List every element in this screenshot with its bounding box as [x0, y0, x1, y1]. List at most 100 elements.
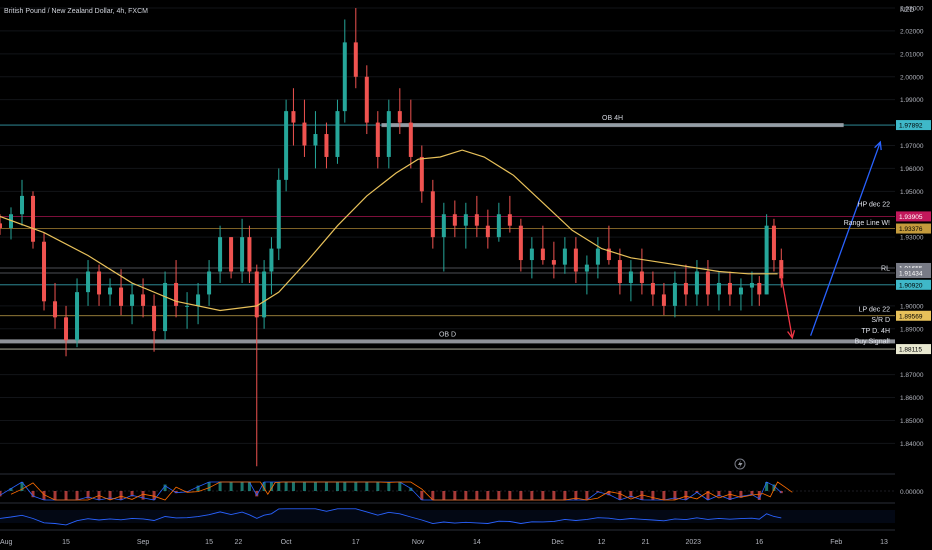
candle-body: [313, 134, 318, 146]
candle-body: [716, 282, 721, 295]
histogram-bar: [757, 491, 761, 500]
histogram-bar: [284, 482, 288, 491]
candle-body: [0, 223, 2, 228]
histogram-bar: [335, 482, 339, 491]
candle-body: [64, 317, 69, 341]
histogram-bar: [431, 491, 435, 500]
price-label: 1.97892: [899, 123, 923, 130]
level-labels: 1.978921.939051.933761.916551.914341.909…: [844, 120, 931, 355]
candle-body: [119, 287, 124, 306]
histogram-bar: [486, 491, 490, 500]
histogram-bar: [376, 482, 380, 491]
arrow-shaft: [780, 275, 793, 339]
histogram-bar: [64, 491, 68, 500]
candle-body: [196, 294, 201, 306]
histogram-bar: [313, 482, 317, 491]
histogram-bar: [277, 482, 281, 491]
candle-body: [247, 237, 252, 272]
projection-arrows: [780, 140, 882, 340]
price-tick: 1.85000: [900, 418, 924, 425]
time-axis[interactable]: Aug 15 Sep 15 22 Oct 17 Nov 14 Dec 12 21 2023 16 Feb 13: [0, 539, 888, 546]
histogram-bar: [130, 491, 134, 497]
time-tick: 15: [62, 539, 70, 546]
annotation-label: S/R D: [871, 317, 890, 324]
time-tick: Oct: [281, 539, 292, 546]
annotation-label: TP D. 4H: [861, 328, 890, 335]
candle-body: [262, 271, 267, 318]
time-tick: Nov: [412, 539, 425, 546]
annotation-label: Buy Signal!: [855, 338, 890, 345]
histogram-bar: [750, 491, 754, 496]
histogram-bar: [141, 491, 145, 500]
candle-body: [141, 294, 146, 306]
histogram-bar: [409, 487, 413, 491]
candle-body: [408, 122, 413, 157]
candle-body: [324, 134, 329, 157]
histogram-bar: [779, 491, 783, 494]
histogram-bar: [343, 482, 347, 491]
price-label: 1.88115: [899, 347, 922, 354]
candle-body: [764, 225, 769, 295]
histogram-bar: [20, 482, 24, 491]
candle-body: [218, 237, 223, 272]
price-tick: 1.96000: [900, 166, 924, 173]
candle-body: [683, 282, 688, 295]
price-tick: 1.90000: [900, 303, 924, 310]
candle-body: [240, 237, 245, 272]
candle-body: [738, 287, 743, 295]
candle-body: [595, 248, 600, 265]
histogram-bar: [684, 491, 688, 500]
candle-body: [20, 195, 25, 215]
histogram-bar: [9, 488, 13, 491]
histogram-bar: [354, 482, 358, 491]
price-tick: 1.89000: [900, 326, 924, 333]
histogram-bar: [229, 482, 233, 491]
candle-body: [302, 122, 307, 146]
histogram-bar: [662, 491, 666, 500]
price-label: 1.90920: [899, 282, 923, 289]
histogram-bar: [464, 491, 468, 500]
rsi-line: [0, 508, 782, 526]
histogram-bar: [706, 491, 710, 500]
order-block-zones: OB 4H OB D: [0, 115, 895, 344]
candle-body: [42, 241, 47, 302]
candle-body: [53, 301, 58, 318]
histogram-bar: [420, 491, 424, 500]
lightning-icon[interactable]: [734, 458, 746, 470]
chart-title: British Pound / New Zealand Dollar, 4h, …: [4, 8, 148, 15]
candle-body: [386, 111, 391, 157]
histogram-bar: [174, 491, 178, 494]
time-tick: 21: [642, 539, 650, 546]
candle-body: [31, 195, 36, 242]
candle-body: [779, 260, 784, 279]
candle-body: [152, 305, 157, 332]
histogram-bar: [262, 482, 266, 491]
grid: [0, 7, 895, 444]
price-tick: 2.03000: [900, 6, 924, 13]
histogram-bar: [302, 482, 306, 491]
candle-body: [639, 271, 644, 283]
candle-body: [452, 214, 457, 226]
histogram-bar: [86, 491, 90, 499]
time-tick: 14: [473, 539, 481, 546]
arrow-head: [787, 330, 796, 340]
price-label-box: [896, 211, 931, 222]
price-tick: 1.95000: [900, 189, 924, 196]
arrow-shaft: [810, 141, 881, 336]
time-tick: Feb: [830, 539, 842, 546]
candle-body: [75, 292, 80, 341]
price-tick: 1.86000: [900, 395, 924, 402]
histogram-bar: [717, 491, 721, 497]
histogram-bar: [497, 491, 501, 500]
candle-body: [540, 248, 545, 261]
candle-body: [375, 122, 380, 157]
candle-body: [97, 271, 102, 295]
indicator-panes: [0, 473, 932, 531]
time-tick: 13: [880, 539, 888, 546]
candle-body: [163, 282, 168, 332]
candle-body: [463, 214, 468, 226]
histogram-bar: [629, 491, 633, 498]
candle-body: [269, 248, 274, 272]
zone-label: OB D: [439, 331, 456, 338]
